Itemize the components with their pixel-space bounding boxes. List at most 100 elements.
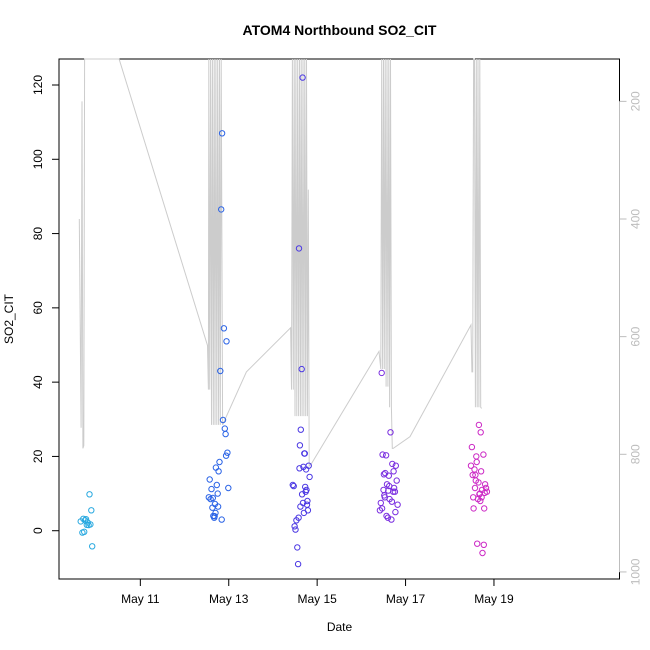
data-point: [222, 452, 230, 459]
data-point: [89, 543, 96, 550]
data-point: [88, 507, 95, 514]
secondary-y-tick-label: 800: [629, 444, 643, 464]
secondary-y-tick-label: 600: [629, 326, 643, 346]
data-point: [300, 509, 308, 517]
series-4: [376, 369, 401, 523]
data-point: [222, 430, 229, 438]
data-point: [299, 499, 307, 507]
data-point: [379, 451, 386, 458]
data-point: [218, 516, 225, 523]
data-point: [383, 512, 390, 520]
data-point: [481, 481, 489, 488]
secondary-y-tick-label: 200: [629, 91, 643, 111]
data-point: [220, 325, 228, 332]
data-point: [81, 528, 88, 535]
x-axis-label: Date: [327, 620, 353, 634]
data-point: [468, 443, 476, 451]
data-point: [470, 505, 477, 512]
data-point: [378, 505, 386, 512]
data-point: [477, 468, 485, 475]
data-point: [291, 523, 298, 530]
data-point: [381, 494, 388, 501]
y-axis: 0 20 40 60 80 100 120: [31, 75, 60, 534]
data-point: [221, 425, 229, 432]
x-tick-label: May 11: [121, 592, 160, 606]
data-point: [206, 476, 213, 483]
data-point: [303, 486, 310, 494]
data-point: [389, 460, 396, 468]
data-point: [475, 421, 483, 429]
series-1: [77, 491, 96, 550]
series-2: [205, 130, 232, 523]
data-point: [390, 468, 397, 475]
data-point: [469, 471, 476, 479]
data-point: [296, 465, 303, 472]
data-point: [209, 494, 217, 502]
y-tick-label: 60: [31, 301, 45, 315]
data-point: [302, 483, 309, 491]
y-axis-label: SO2_CIT: [2, 293, 16, 344]
data-point: [306, 473, 313, 481]
y-tick-label: 100: [31, 149, 45, 169]
data-point: [216, 458, 223, 466]
data-point: [215, 468, 222, 475]
y-tick-label: 20: [31, 449, 45, 463]
data-point: [387, 429, 394, 436]
data-point: [295, 514, 302, 521]
data-point: [297, 426, 304, 433]
data-point: [471, 466, 478, 473]
data-point: [382, 452, 390, 459]
data-point: [298, 365, 305, 373]
data-point: [224, 449, 231, 456]
data-point: [219, 416, 227, 424]
x-tick-label: May 17: [386, 592, 426, 606]
data-point: [481, 489, 488, 496]
data-point: [473, 453, 480, 460]
data-point: [294, 544, 301, 551]
data-point: [392, 462, 399, 469]
data-point: [294, 560, 302, 568]
data-point: [477, 497, 484, 505]
data-point: [470, 494, 477, 501]
data-point: [295, 245, 303, 252]
data-point: [299, 74, 306, 81]
x-tick-label: May 15: [297, 592, 337, 606]
data-point: [479, 549, 486, 557]
data-point: [289, 481, 296, 489]
data-point: [80, 515, 87, 522]
data-point: [473, 458, 480, 466]
data-point: [393, 477, 400, 484]
data-point: [305, 462, 312, 469]
data-point: [211, 513, 218, 520]
data-point: [214, 490, 221, 497]
data-point: [301, 450, 308, 457]
data-point: [213, 481, 221, 489]
secondary-y-axis: 200 400 600 800 1000: [619, 91, 643, 585]
data-point: [225, 484, 232, 492]
x-tick-label: May 13: [209, 592, 249, 606]
x-axis: May 11 May 13 May 15 May 17 May 19: [121, 578, 514, 606]
data-point: [377, 499, 384, 507]
data-point: [467, 462, 475, 469]
altitude-trace-layer: [78, 58, 483, 468]
data-point: [223, 338, 230, 345]
y-tick-label: 40: [31, 375, 45, 389]
chart-title: ATOM4 Northbound SO2_CIT: [243, 22, 437, 38]
data-point: [87, 521, 94, 528]
data-point: [388, 498, 396, 505]
data-point: [86, 491, 93, 498]
data-point: [217, 367, 224, 375]
data-point: [391, 488, 399, 495]
data-point: [388, 516, 395, 523]
data-point: [481, 505, 488, 512]
altitude-trace-line: [78, 58, 483, 468]
data-point: [385, 487, 392, 494]
data-point: [480, 451, 487, 458]
data-point: [394, 501, 401, 508]
data-point: [290, 482, 297, 490]
data-point: [477, 429, 484, 436]
data-point: [214, 503, 222, 510]
y-tick-label: 80: [31, 227, 45, 241]
points-layer: [77, 74, 491, 568]
